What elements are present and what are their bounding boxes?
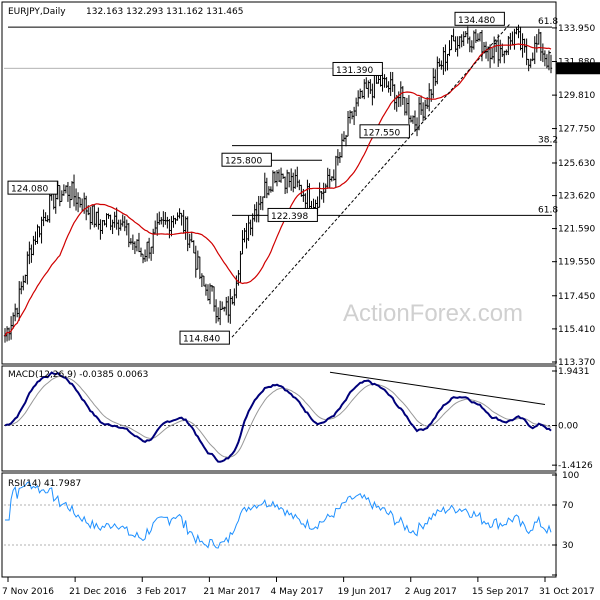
price-y-tick-label: 117.450 [558, 292, 595, 302]
macd-panel-frame [1, 365, 557, 472]
current-price-label: 131.465 [560, 65, 597, 75]
symbol-label: EURJPY,Daily [8, 7, 66, 17]
macd-y-tick-label: -1.4126 [558, 461, 593, 471]
price-y-tick-label: 133.950 [558, 24, 595, 34]
annotation-box [332, 61, 383, 76]
macd-y-tick-label: 0.00 [558, 422, 578, 432]
price-y-tick-label: 125.630 [558, 159, 595, 169]
rsi-y-tick-label: 70 [562, 501, 574, 511]
x-tick-label: 2 Aug 2017 [405, 587, 457, 597]
price-header: EURJPY,Daily 132.163 132.293 131.162 131… [8, 7, 243, 17]
sma-line [4, 43, 552, 337]
x-tick-label: 21 Mar 2017 [203, 587, 260, 597]
rsi-y-tick-label: 30 [562, 541, 574, 551]
rsi-panel: 100 70 30 [4, 471, 579, 576]
price-y-tick-label: 121.590 [558, 225, 595, 235]
annotation-label: 134.480 [458, 16, 495, 26]
rsi-y-tick-label: 100 [562, 471, 579, 481]
annotation-label: 122.398 [271, 212, 308, 222]
price-y-tick-label: 119.550 [558, 258, 595, 268]
annotation-label: 127.550 [363, 128, 400, 138]
price-y-axis: 133.950131.880129.810127.750125.630123.6… [552, 24, 595, 368]
price-y-tick-label: 129.810 [558, 91, 595, 101]
fib-level-label: 61.8 [538, 17, 558, 27]
fib-level-label: 61.8 [538, 205, 558, 215]
x-tick-label: 21 Dec 2016 [69, 587, 127, 597]
price-panel-frame [1, 1, 557, 365]
annotation-box [179, 330, 230, 345]
x-axis: 7 Nov 2016 21 Dec 2016 3 Feb 2017 21 Mar 20… [2, 577, 595, 597]
annotation-label: 114.840 [183, 335, 220, 345]
ohlc-label: 132.163 132.293 131.162 131.465 [86, 7, 243, 17]
price-y-tick-label: 113.370 [558, 358, 595, 368]
x-tick-label: 31 Oct 2017 [539, 587, 595, 597]
current-price-marker: 131.465 [556, 62, 600, 75]
fib-level-label: 38.2 [538, 136, 558, 146]
rsi-panel-frame [1, 472, 557, 578]
macd-signal-line [4, 375, 552, 458]
annotation-box [7, 180, 58, 195]
macd-title: MACD(12,26,9) -0.0385 0.0063 [8, 370, 148, 380]
annotation-label: 131.390 [336, 66, 373, 76]
price-y-tick-label: 127.750 [558, 125, 595, 135]
sma-line-path [4, 43, 552, 337]
x-tick-label: 15 Sep 2017 [472, 587, 529, 597]
price-y-tick-label: 123.620 [558, 192, 595, 202]
x-tick-label: 4 May 2017 [271, 587, 324, 597]
annotation-box [359, 124, 410, 139]
current-price-box [556, 62, 600, 75]
macd-divergence-line [329, 371, 546, 405]
fib-levels: 61.8 38.2 61.8 [4, 17, 558, 216]
x-tick-label: 19 Jun 2017 [338, 587, 392, 597]
x-tick-label: 7 Nov 2016 [2, 587, 54, 597]
rsi-title: RSI(14) 41.7987 [8, 479, 81, 489]
price-annotations: 124.080 125.800 122.398 114.840 131.390 127.5… [7, 11, 505, 345]
watermark: ActionForex.com [343, 300, 523, 327]
macd-y-tick-label: 1.9431 [558, 367, 590, 377]
annotation-box [221, 152, 272, 167]
price-bars [3, 24, 553, 343]
annotation-box [454, 11, 505, 26]
rsi-line [5, 481, 552, 549]
x-tick-label: 3 Feb 2017 [136, 587, 186, 597]
annotation-label: 125.800 [225, 157, 262, 167]
annotation-label: 124.080 [11, 185, 48, 195]
price-y-tick-label: 115.410 [558, 325, 595, 335]
annotation-box [267, 207, 318, 222]
macd-panel: 1.9431 0.00 -1.4126 [4, 367, 593, 471]
macd-line [4, 371, 552, 463]
